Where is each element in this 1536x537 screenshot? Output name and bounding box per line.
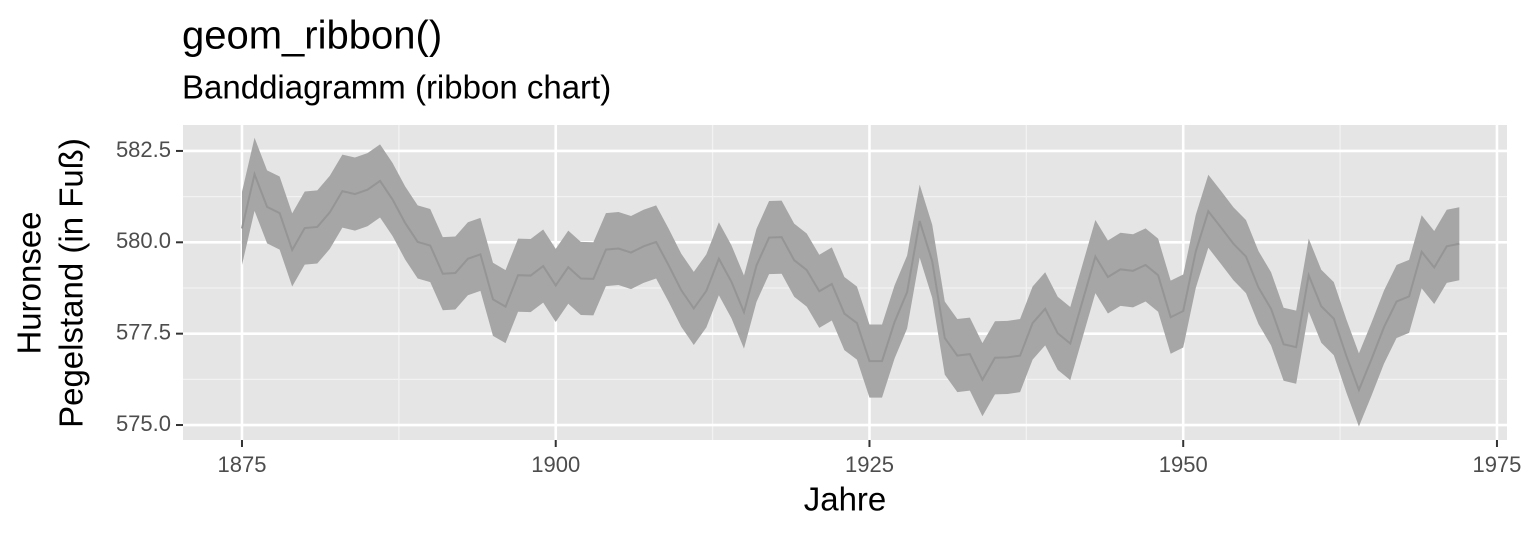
x-tick-label: 1975	[1472, 452, 1521, 477]
y-tick-label: 575.0	[116, 411, 171, 436]
x-tick-label: 1875	[218, 452, 267, 477]
x-tick-label: 1925	[845, 452, 894, 477]
x-tick-label: 1950	[1159, 452, 1208, 477]
chart-subtitle: Banddiagramm (ribbon chart)	[182, 69, 611, 106]
line	[241, 170, 1460, 393]
y-tick-label: 580.0	[116, 228, 171, 253]
chart-title: geom_ribbon()	[182, 14, 442, 58]
x-tick-label: 1900	[531, 452, 580, 477]
y-axis-title: Pegelstand (in Fuß)	[53, 138, 90, 428]
y-tick-label: 577.5	[116, 319, 171, 344]
x-axis-title: Jahre	[804, 481, 887, 518]
y-tick-label: 582.5	[116, 137, 171, 162]
y-axis-title: Huronsee	[11, 211, 48, 354]
ribbon	[241, 137, 1460, 427]
